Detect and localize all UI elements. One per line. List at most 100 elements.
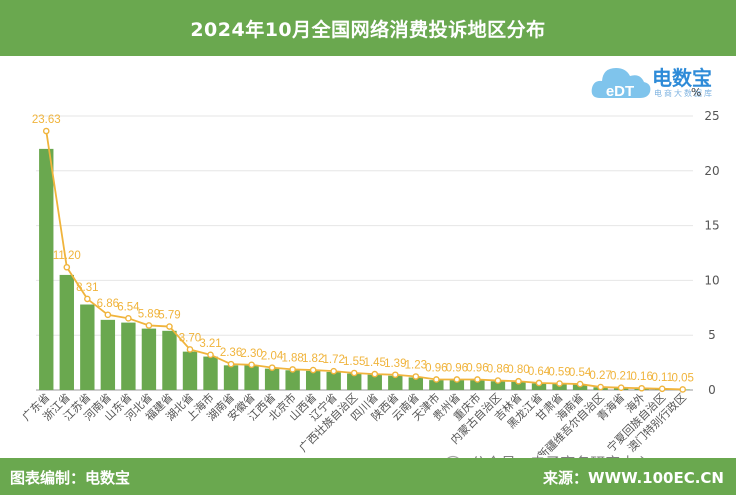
line-point (289, 366, 296, 373)
data-label: 2.36 (220, 347, 242, 359)
data-label: 5.79 (158, 310, 180, 322)
line-point (248, 361, 255, 369)
bar (100, 319, 116, 390)
bar-line-chart: 0 5 10 15 20 25 23.63 11.20 8.31 6.866.545.895.79… (20, 109, 720, 455)
line-point (63, 263, 71, 271)
data-label: 0.96 (425, 362, 447, 374)
bar (141, 328, 157, 390)
footer-source: 来源：WWW.100EC.CN (543, 469, 724, 487)
bar (39, 148, 54, 390)
y-tick-label: 10 (704, 273, 719, 287)
data-label: 1.39 (384, 358, 406, 370)
line-point (166, 323, 173, 330)
line-point (515, 377, 522, 385)
line-point (412, 373, 420, 380)
line-point (42, 127, 50, 135)
brand-logo: eDT 电数宝 电商大数据库 (590, 60, 730, 104)
line-point (638, 384, 645, 392)
line-point (84, 295, 91, 303)
bar (80, 304, 95, 390)
y-tick-label: 20 (704, 164, 719, 178)
line-point (391, 371, 399, 379)
chart-title: 2024年10月全国网络消费投诉地区分布 (190, 18, 546, 41)
line-point (227, 360, 235, 368)
data-label: 0.54 (569, 367, 592, 379)
bar (59, 274, 74, 390)
logo-tagline: 电商大数据库 (654, 89, 714, 98)
bar (162, 330, 177, 390)
cloud-logo-icon: eDT (591, 68, 651, 100)
logo-brand: 电数宝 (652, 66, 712, 90)
data-label: 3.21 (199, 338, 221, 350)
bar (203, 356, 218, 390)
line-point (125, 315, 132, 322)
chart-footer: 图表编制：电数宝 来源：WWW.100EC.CN (0, 458, 736, 495)
bar (490, 381, 506, 390)
line-point (207, 351, 214, 359)
line-point (535, 379, 543, 387)
data-label: 8.31 (76, 282, 98, 294)
logo-mark: eDT (606, 83, 634, 100)
data-label: 0.59 (548, 367, 570, 379)
data-label: 1.55 (343, 356, 365, 368)
data-label: 3.70 (179, 332, 201, 344)
line-point (453, 376, 461, 383)
data-label: 2.04 (261, 351, 284, 363)
y-tick-label: 0 (708, 383, 716, 397)
bar (552, 383, 567, 390)
bar (326, 371, 341, 390)
line-point (474, 376, 481, 383)
data-label: 1.45 (364, 357, 386, 369)
data-label: 2.30 (240, 348, 262, 360)
line-point (597, 383, 604, 391)
bar (347, 373, 362, 390)
bar (244, 365, 259, 390)
y-tick-label: 25 (704, 109, 719, 123)
line-point (576, 380, 584, 388)
bar (285, 370, 300, 390)
line-point (494, 377, 502, 384)
bar (182, 351, 198, 390)
line-point (679, 386, 687, 393)
bar (449, 380, 465, 390)
data-label: 0.64 (528, 366, 551, 378)
chart-header: 2024年10月全国网络消费投诉地区分布 (0, 0, 736, 56)
data-label: 11.20 (53, 250, 81, 262)
y-tick-label: 5 (708, 328, 716, 342)
bar (305, 370, 321, 390)
line-point (145, 322, 153, 329)
data-label: 6.86 (97, 298, 119, 310)
line-point (433, 376, 440, 383)
data-label: 0.11 (651, 372, 673, 384)
y-tick-label: 15 (704, 219, 719, 233)
data-label: 0.16 (630, 371, 652, 383)
y-axis-unit: % (691, 86, 702, 99)
bar (388, 375, 403, 390)
data-label: 1.82 (302, 353, 324, 365)
data-label: 6.54 (117, 301, 140, 313)
data-label: 5.89 (138, 308, 160, 320)
bar (429, 380, 444, 390)
line-point (309, 366, 317, 374)
data-label: 1.88 (281, 352, 303, 364)
bar (223, 365, 239, 390)
bar (511, 381, 526, 390)
data-label: 0.96 (446, 362, 468, 374)
data-label: 1.23 (405, 360, 427, 372)
line-point (350, 369, 358, 377)
line-point (104, 311, 112, 319)
line-point (330, 367, 338, 375)
data-label: 0.80 (507, 364, 529, 376)
data-label: 0.05 (672, 372, 694, 384)
bar (470, 380, 485, 390)
bar (264, 368, 280, 390)
line-point (658, 385, 666, 393)
data-label: 1.72 (323, 354, 345, 366)
line-point (556, 380, 563, 387)
data-label: 23.63 (32, 114, 61, 126)
data-label: 0.96 (466, 362, 488, 374)
line-point (186, 346, 194, 353)
bar (408, 377, 424, 390)
data-label: 0.21 (610, 371, 632, 383)
line-point (371, 370, 379, 378)
